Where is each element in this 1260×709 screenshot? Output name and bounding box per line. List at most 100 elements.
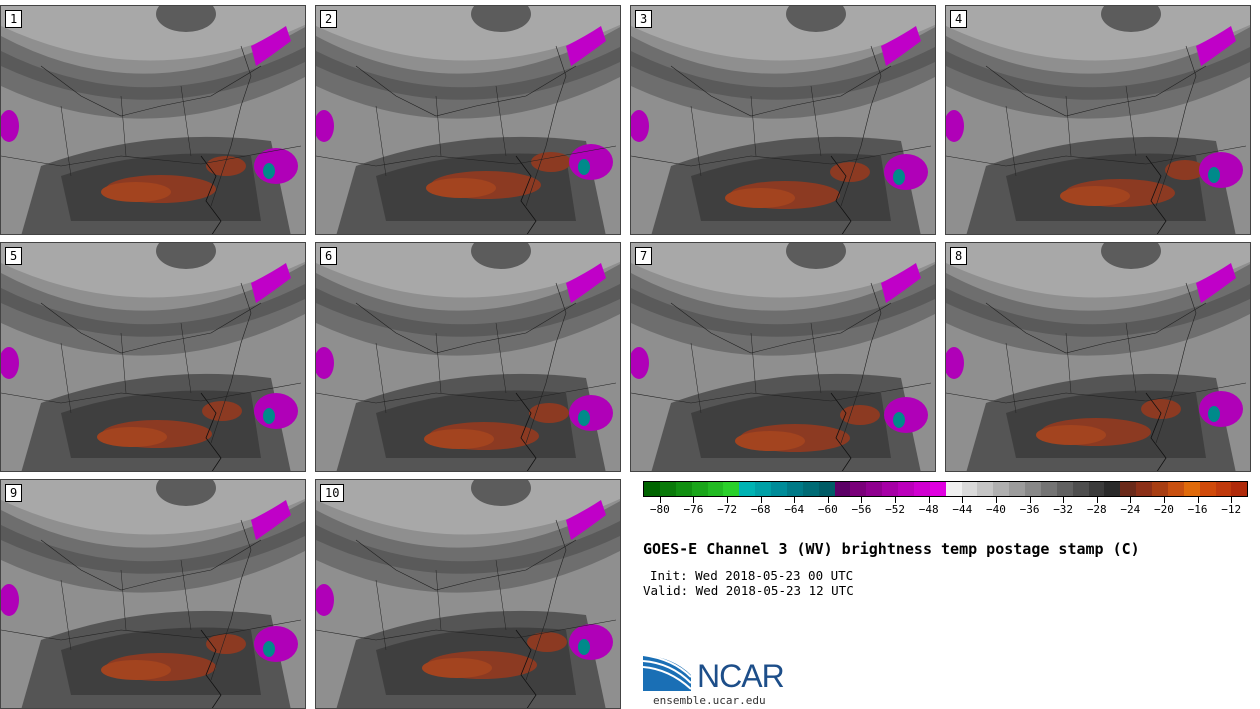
map-feature — [578, 410, 590, 426]
map-feature — [946, 145, 1247, 167]
map-feature — [206, 634, 246, 654]
wv-imagery — [316, 243, 620, 471]
colorbar-swatch — [755, 482, 771, 496]
ncar-logo-icon — [643, 654, 692, 691]
colorbar-swatch — [818, 482, 835, 496]
colorbar-tick-label: −52 — [885, 503, 906, 516]
panel-number: 7 — [635, 247, 653, 265]
map-feature — [1165, 160, 1205, 180]
colorbar-tick-label: −64 — [784, 503, 805, 516]
map-feature — [1, 110, 19, 142]
colorbar-tick — [1231, 497, 1233, 503]
panel-number: 4 — [950, 10, 968, 28]
map-feature — [1005, 322, 1137, 414]
map-feature — [631, 243, 935, 298]
map-feature — [316, 27, 620, 119]
map-feature — [569, 144, 613, 180]
colorbar-swatch — [691, 482, 708, 496]
map-feature — [881, 263, 921, 303]
map-feature — [60, 85, 192, 177]
colorbar-tick — [693, 497, 695, 503]
panel-number: 5 — [5, 247, 23, 265]
colorbar-tick-label: −80 — [649, 503, 670, 516]
stamp-panel-4[interactable]: 4 — [945, 5, 1251, 235]
colorbar-tick — [1096, 497, 1098, 503]
map-feature — [316, 501, 620, 593]
map-feature — [40, 539, 262, 591]
colorbar-swatch — [929, 482, 946, 496]
wv-imagery — [631, 6, 935, 234]
map-feature — [471, 6, 531, 32]
colorbar-swatch — [850, 482, 867, 496]
map-feature — [1, 27, 305, 119]
map-feature — [101, 660, 171, 680]
map-feature — [566, 500, 606, 540]
map-feature — [422, 658, 492, 678]
stamp-panel-5[interactable]: 5 — [0, 242, 306, 472]
map-feature — [60, 559, 192, 651]
colorbar-tick-label: −44 — [952, 503, 973, 516]
colorbar-tick-label: −28 — [1086, 503, 1107, 516]
panel-number: 1 — [5, 10, 23, 28]
map-feature — [206, 156, 246, 176]
map-feature — [1, 347, 19, 379]
map-feature — [316, 145, 617, 167]
map-feature — [840, 45, 882, 207]
map-feature — [529, 403, 569, 423]
colorbar-swatch — [1025, 482, 1041, 496]
stamp-panel-3[interactable]: 3 — [630, 5, 936, 235]
colorbar-tick — [1029, 497, 1031, 503]
map-feature — [881, 26, 921, 66]
colorbar-swatch — [1231, 482, 1248, 496]
stamp-panel-1[interactable]: 1 — [0, 5, 306, 235]
map-feature — [670, 302, 892, 354]
colorbar-tick-label: −72 — [717, 503, 737, 516]
init-time: Init: Wed 2018-05-23 00 UTC — [650, 568, 854, 583]
colorbar-tick — [1197, 497, 1199, 503]
colorbar-swatch — [1088, 482, 1105, 496]
map-feature — [786, 243, 846, 269]
colorbar-swatch — [1120, 482, 1137, 496]
map-feature — [690, 85, 822, 177]
map-feature — [1, 6, 305, 61]
wv-imagery — [631, 243, 935, 471]
colorbar-tick — [727, 497, 729, 503]
map-feature — [263, 408, 275, 424]
colorbar-tick — [1130, 497, 1132, 503]
colorbar-tick-label: −68 — [750, 503, 771, 516]
map-feature — [1005, 85, 1137, 177]
map-feature — [156, 480, 216, 506]
map-feature — [840, 405, 880, 425]
map-feature — [251, 263, 291, 303]
colorbar-swatch — [707, 482, 724, 496]
map-feature — [263, 163, 275, 179]
stamp-panel-8[interactable]: 8 — [945, 242, 1251, 472]
stamp-panel-2[interactable]: 2 — [315, 5, 621, 235]
map-feature — [316, 6, 620, 61]
wv-imagery — [1, 6, 305, 234]
map-feature — [97, 427, 167, 447]
figure-title: GOES-E Channel 3 (WV) brightness temp po… — [643, 540, 1140, 558]
map-feature — [946, 264, 1250, 356]
map-feature — [316, 520, 620, 574]
panel-number: 8 — [950, 247, 968, 265]
colorbar-tick — [659, 497, 661, 503]
map-feature — [1060, 186, 1130, 206]
map-feature — [946, 27, 1250, 119]
colorbar-tick-label: −24 — [1120, 503, 1141, 516]
map-feature — [1141, 399, 1181, 419]
map-feature — [1101, 243, 1161, 269]
map-feature — [1, 520, 305, 574]
colorbar-swatch — [882, 482, 898, 496]
colorbar-swatch — [993, 482, 1010, 496]
map-feature — [1145, 392, 1167, 471]
stamp-panel-7[interactable]: 7 — [630, 242, 936, 472]
stamp-panel-10[interactable]: 10 — [315, 479, 621, 709]
stamp-panel-9[interactable]: 9 — [0, 479, 306, 709]
map-feature — [316, 283, 620, 337]
map-feature — [525, 282, 567, 444]
stamp-panel-6[interactable]: 6 — [315, 242, 621, 472]
colorbar-swatch — [961, 482, 978, 496]
map-feature — [569, 395, 613, 431]
map-feature — [1145, 155, 1167, 234]
